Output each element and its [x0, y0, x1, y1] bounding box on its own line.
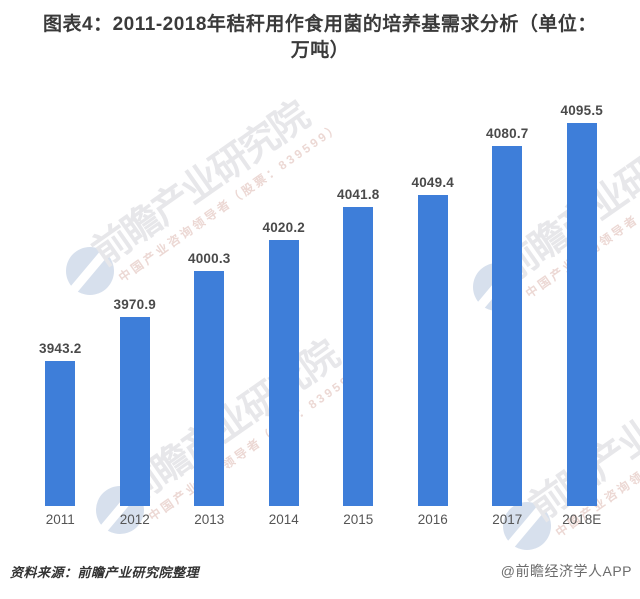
bar-column: 3943.2 — [23, 100, 98, 506]
bar — [119, 317, 150, 506]
x-axis-label: 2013 — [194, 512, 225, 527]
bar — [194, 271, 225, 506]
bar — [268, 240, 299, 506]
bar-value-label: 4041.8 — [337, 186, 380, 202]
x-axis-label: 2018E — [562, 512, 602, 527]
x-axis-label: 2011 — [45, 512, 75, 527]
plot-area: 3943.2 3970.9 4000.3 4020.2 4041.8 4049.4 4080… — [23, 100, 619, 506]
bar-column: 4080.7 — [470, 100, 545, 506]
bar-column: 4000.3 — [172, 100, 247, 506]
bar-value-label: 4095.5 — [560, 102, 603, 118]
bar-column: 4095.5 — [545, 100, 620, 506]
bar-value-label: 4049.4 — [411, 174, 454, 190]
bar-column: 4049.4 — [396, 100, 471, 506]
x-axis-label: 2015 — [343, 512, 374, 527]
bar-value-label: 3943.2 — [39, 340, 82, 356]
bar-column: 4041.8 — [321, 100, 396, 506]
bar-value-label: 4020.2 — [262, 220, 305, 236]
bar-column: 4020.2 — [247, 100, 322, 506]
bar — [45, 360, 76, 506]
x-axis-label: 2012 — [119, 512, 150, 527]
bar-value-label: 4080.7 — [486, 125, 529, 141]
x-axis: 2011 2012 2013 2014 2015 2016 2017 2018E — [23, 512, 619, 530]
bar — [566, 122, 597, 506]
x-axis-label: 2014 — [268, 512, 299, 527]
chart-title: 图表4：2011-2018年秸秆用作食用菌的培养基需求分析（单位： 万吨） — [43, 14, 597, 61]
x-axis-label: 2017 — [492, 512, 523, 527]
bar-value-label: 3970.9 — [113, 297, 156, 313]
credit-note: @前瞻经济学人APP — [500, 563, 632, 579]
bar — [492, 145, 523, 506]
bar — [343, 206, 374, 506]
bar-column: 3970.9 — [98, 100, 173, 506]
bar — [417, 194, 448, 506]
bar-value-label: 4000.3 — [188, 251, 231, 267]
x-axis-label: 2016 — [417, 512, 448, 527]
source-note: 资料来源：前瞻产业研究院整理 — [10, 565, 200, 580]
